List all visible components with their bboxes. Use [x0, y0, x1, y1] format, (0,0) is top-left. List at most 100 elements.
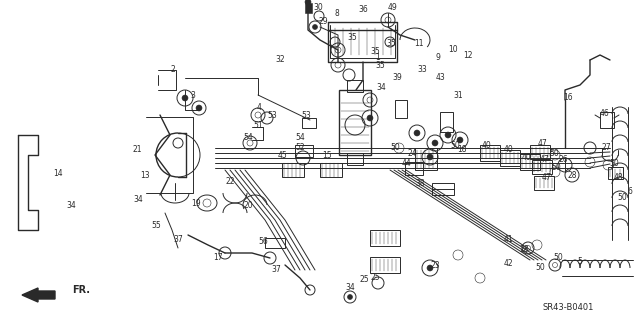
- Text: 41: 41: [503, 235, 513, 244]
- Bar: [415, 148, 437, 170]
- Bar: [405, 162, 423, 175]
- Text: 6: 6: [628, 188, 632, 197]
- Text: 51: 51: [253, 121, 263, 130]
- Text: 13: 13: [140, 170, 150, 180]
- Text: 47: 47: [540, 155, 550, 165]
- Circle shape: [457, 137, 463, 143]
- Bar: [305, 3, 312, 13]
- Text: 23: 23: [430, 261, 440, 270]
- Text: 55: 55: [151, 220, 161, 229]
- Bar: [347, 153, 363, 165]
- Text: 35: 35: [347, 33, 357, 42]
- Text: 38: 38: [415, 179, 425, 188]
- Text: 34: 34: [376, 84, 386, 93]
- Text: 14: 14: [53, 168, 63, 177]
- Text: 24: 24: [407, 149, 417, 158]
- Text: 22: 22: [225, 177, 235, 187]
- Text: 35: 35: [370, 47, 380, 56]
- Text: 53: 53: [267, 110, 277, 120]
- Circle shape: [445, 132, 451, 138]
- Circle shape: [427, 154, 433, 160]
- Text: 10: 10: [448, 44, 458, 54]
- Text: 43: 43: [436, 73, 446, 83]
- Bar: [282, 163, 304, 177]
- Bar: [530, 145, 550, 159]
- Text: 12: 12: [463, 50, 473, 60]
- Text: 40: 40: [522, 153, 532, 162]
- Bar: [500, 150, 520, 166]
- Text: 37: 37: [173, 235, 183, 244]
- Bar: [608, 167, 623, 179]
- Text: 8: 8: [335, 9, 339, 18]
- Bar: [320, 163, 342, 177]
- Text: 49: 49: [388, 4, 398, 12]
- Circle shape: [414, 130, 420, 136]
- Text: SR43-B0401: SR43-B0401: [542, 303, 594, 313]
- Text: 5: 5: [577, 257, 582, 266]
- Circle shape: [427, 265, 433, 271]
- Text: 40: 40: [482, 140, 492, 150]
- Text: 18: 18: [457, 145, 467, 154]
- Text: 52: 52: [295, 143, 305, 152]
- Text: 56: 56: [258, 238, 268, 247]
- Text: 37: 37: [271, 265, 281, 275]
- Text: 54: 54: [243, 132, 253, 142]
- Text: 27: 27: [601, 144, 611, 152]
- Bar: [440, 112, 453, 132]
- Text: 50: 50: [617, 194, 627, 203]
- Text: 50: 50: [535, 263, 545, 272]
- Text: 28: 28: [519, 246, 529, 255]
- Text: 46: 46: [600, 108, 610, 117]
- Text: 4: 4: [257, 103, 261, 113]
- Circle shape: [182, 95, 188, 101]
- Text: 28: 28: [567, 170, 577, 180]
- Text: 1: 1: [376, 53, 380, 62]
- Text: 26: 26: [558, 155, 568, 165]
- Text: 53: 53: [301, 110, 311, 120]
- Text: 35: 35: [375, 61, 385, 70]
- Text: 19: 19: [191, 198, 201, 207]
- Text: 20: 20: [243, 202, 253, 211]
- Text: FR.: FR.: [72, 285, 90, 295]
- Text: 35: 35: [386, 40, 396, 48]
- FancyArrow shape: [22, 288, 55, 302]
- Text: 33: 33: [417, 65, 427, 75]
- Bar: [600, 112, 614, 128]
- Text: 50: 50: [549, 149, 559, 158]
- Text: 50: 50: [551, 164, 561, 173]
- Text: 29: 29: [318, 18, 328, 26]
- Text: 21: 21: [132, 145, 141, 154]
- Text: 9: 9: [436, 53, 440, 62]
- Bar: [395, 100, 407, 118]
- Circle shape: [367, 115, 373, 121]
- Text: 47: 47: [542, 173, 552, 182]
- Text: 40: 40: [503, 145, 513, 154]
- Text: 45: 45: [277, 152, 287, 160]
- Text: 11: 11: [414, 39, 424, 48]
- Text: 15: 15: [322, 152, 332, 160]
- Circle shape: [348, 294, 353, 300]
- Circle shape: [432, 140, 438, 146]
- Text: 39: 39: [392, 72, 402, 81]
- Bar: [480, 145, 500, 161]
- Bar: [432, 183, 454, 195]
- Bar: [370, 257, 400, 273]
- Circle shape: [312, 25, 317, 29]
- Text: 16: 16: [563, 93, 573, 101]
- Bar: [265, 238, 285, 248]
- Text: 3: 3: [191, 91, 195, 100]
- Text: 50: 50: [609, 159, 619, 167]
- Bar: [347, 80, 363, 92]
- Text: 50: 50: [450, 140, 460, 150]
- Text: 36: 36: [358, 4, 368, 13]
- Bar: [370, 230, 400, 246]
- Text: 25: 25: [359, 276, 369, 285]
- Text: 30: 30: [313, 3, 323, 11]
- Text: 17: 17: [213, 254, 223, 263]
- Text: 25: 25: [370, 273, 380, 283]
- Text: 50: 50: [553, 254, 563, 263]
- Bar: [532, 160, 552, 174]
- Text: 34: 34: [133, 196, 143, 204]
- Bar: [534, 176, 554, 190]
- Text: 50: 50: [390, 143, 400, 152]
